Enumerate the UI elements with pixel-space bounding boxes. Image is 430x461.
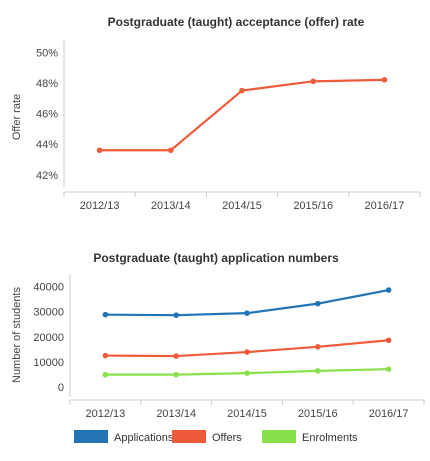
chart1-title: Postgraduate (taught) acceptance (offer)… [108, 15, 365, 29]
chart2-data-point[interactable] [173, 353, 179, 359]
chart2-y-tick-label: 40000 [33, 282, 64, 294]
chart2-data-point[interactable] [244, 370, 250, 376]
chart1-y-axis-label: Offer rate [11, 94, 23, 140]
chart1-y-tick-label: 50% [36, 47, 58, 59]
legend-swatch-enrolments[interactable] [262, 430, 296, 443]
chart2-data-point[interactable] [315, 300, 321, 307]
chart1-y-tick-label: 48% [36, 78, 58, 90]
chart1-y-tick-label: 42% [36, 170, 58, 182]
chart1-y-tick-label: 46% [36, 109, 58, 121]
chart1-y-ticks: 42% 44% 46% 48% 50% [36, 47, 58, 182]
chart1-data-point[interactable] [168, 147, 174, 154]
legend-label-applications[interactable]: Applications [114, 432, 174, 444]
chart2-y-tick-label: 10000 [33, 357, 64, 369]
chart2-y-tick-label: 20000 [33, 332, 64, 344]
chart1-x-tick-label: 2013/14 [151, 200, 191, 212]
chart1-data-point[interactable] [310, 78, 317, 85]
chart2-y-ticks: 0 10000 20000 30000 40000 [33, 282, 64, 394]
chart2-x-ticks: 2012/13 2013/14 2014/15 2015/16 2016/17 [69, 400, 425, 420]
chart2-y-axis-label: Number of students [11, 287, 23, 383]
chart2-x-tick-label: 2013/14 [156, 408, 196, 420]
chart2-data-point[interactable] [102, 311, 109, 318]
chart1-data-point[interactable] [96, 147, 103, 154]
chart2-x-tick-label: 2012/13 [86, 408, 126, 420]
chart2-plot-area [102, 287, 392, 378]
chart2-data-point[interactable] [173, 371, 179, 378]
chart2-data-point[interactable] [385, 366, 392, 372]
chart2-x-tick-label: 2016/17 [369, 408, 409, 420]
legend-swatch-applications[interactable] [74, 430, 108, 443]
chart2-y-tick-label: 0 [58, 382, 64, 394]
legend-label-offers[interactable]: Offers [212, 432, 242, 444]
chart1-x-tick-label: 2016/17 [365, 200, 405, 212]
chart-application-numbers: Postgraduate (taught) application number… [11, 251, 425, 444]
chart2-legend: Applications Offers Enrolments [74, 430, 358, 444]
legend-label-enrolments[interactable]: Enrolments [302, 432, 358, 444]
chart2-data-point[interactable] [102, 371, 109, 378]
chart1-x-tick-label: 2015/16 [293, 200, 333, 212]
chart2-title: Postgraduate (taught) application number… [93, 251, 339, 265]
chart1-x-ticks: 2012/13 2013/14 2014/15 2015/16 2016/17 [63, 192, 421, 212]
chart2-x-tick-label: 2014/15 [227, 408, 267, 420]
chart1-x-tick-label: 2012/13 [80, 200, 120, 212]
chart2-data-point[interactable] [102, 352, 109, 359]
chart2-data-point[interactable] [244, 349, 250, 355]
chart2-data-point[interactable] [385, 287, 392, 293]
chart-acceptance-rate: Postgraduate (taught) acceptance (offer)… [11, 15, 421, 212]
chart1-y-tick-label: 44% [36, 139, 58, 151]
chart2-data-point[interactable] [173, 312, 179, 318]
chart2-data-point[interactable] [244, 310, 250, 316]
chart1-data-point[interactable] [381, 77, 388, 83]
chart1-x-tick-label: 2014/15 [222, 200, 262, 212]
legend-swatch-offers[interactable] [172, 430, 206, 443]
chart1-plot-area [96, 77, 388, 154]
chart1-data-point[interactable] [239, 87, 245, 94]
chart2-data-point[interactable] [385, 337, 392, 344]
chart2-data-point[interactable] [315, 343, 321, 350]
chart2-y-tick-label: 30000 [33, 307, 64, 319]
chart2-data-point[interactable] [315, 368, 321, 374]
chart2-x-tick-label: 2015/16 [298, 408, 338, 420]
